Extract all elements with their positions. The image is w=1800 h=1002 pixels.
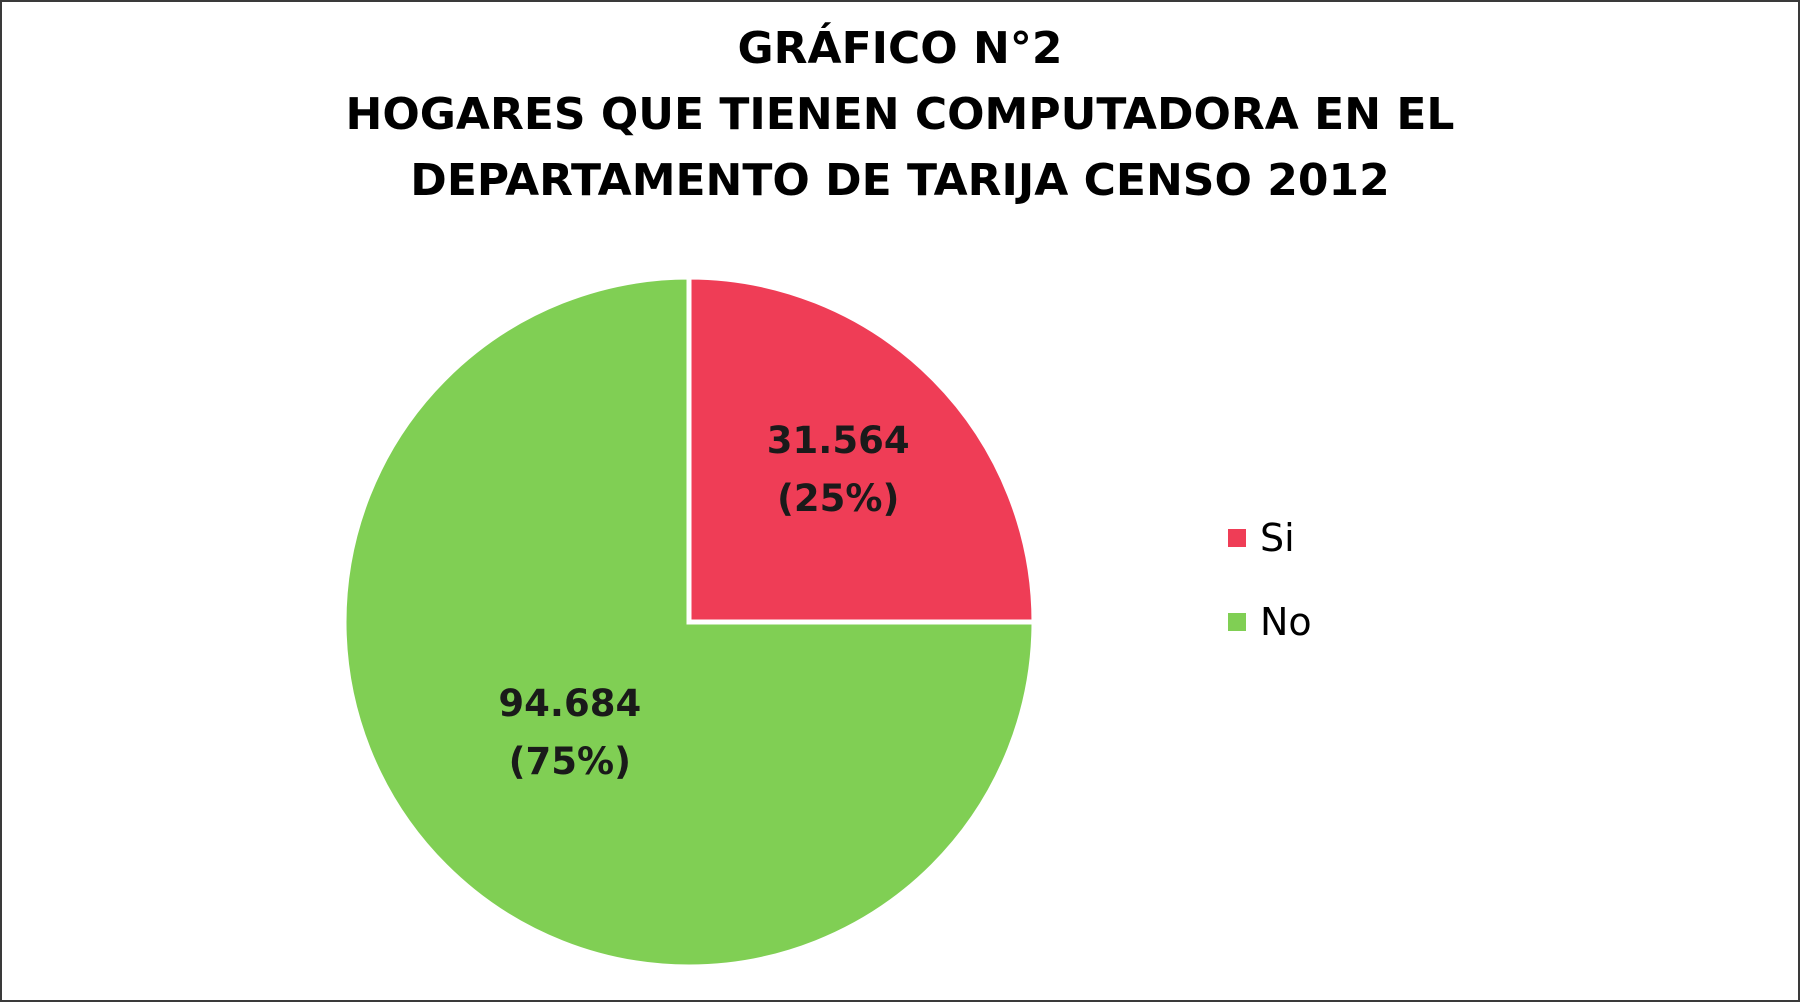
legend-item-no: No [1228, 598, 1312, 646]
chart-title-line-3: DEPARTAMENTO DE TARIJA CENSO 2012 [410, 155, 1390, 206]
slice-value-label-no: 94.684 [498, 682, 641, 725]
slice-value-label-si: 31.564 [767, 419, 910, 462]
chart-title: GRÁFICO N°2 HOGARES QUE TIENEN COMPUTADO… [2, 16, 1798, 214]
chart-title-line-2: HOGARES QUE TIENEN COMPUTADORA EN EL [345, 89, 1455, 140]
legend-swatch-si [1228, 529, 1246, 547]
legend-label-no: No [1260, 600, 1312, 644]
chart-title-line-1: GRÁFICO N°2 [737, 23, 1063, 74]
slice-percent-label-si: (25%) [777, 477, 899, 520]
legend-item-si: Si [1228, 514, 1312, 562]
pie-slice-si [686, 274, 1037, 625]
slice-percent-label-no: (75%) [509, 740, 631, 783]
legend-label-si: Si [1260, 516, 1295, 560]
legend: Si No [1228, 514, 1312, 682]
pie-slice-no [341, 274, 1037, 970]
legend-swatch-no [1228, 613, 1246, 631]
